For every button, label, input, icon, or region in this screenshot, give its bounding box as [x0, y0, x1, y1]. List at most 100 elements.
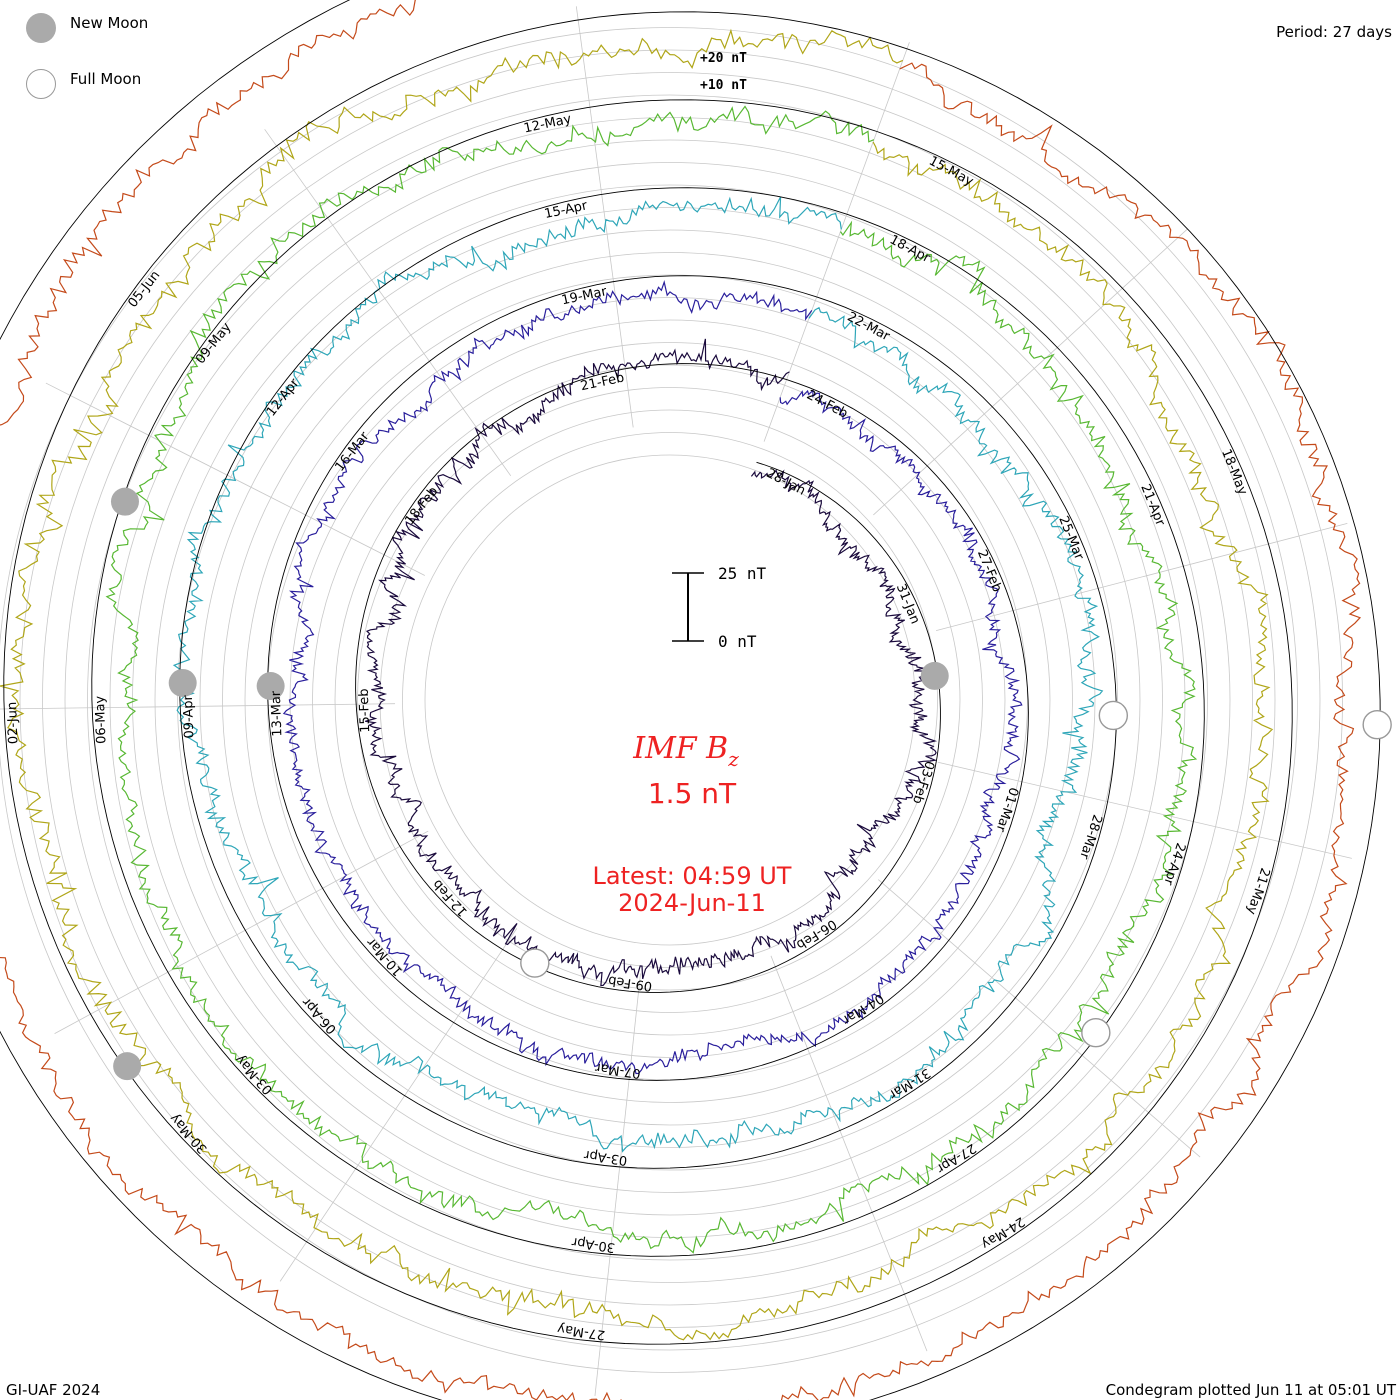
date-label: 24-Feb: [804, 388, 850, 422]
series-line: [172, 196, 1104, 1153]
new-moon-marker: [168, 668, 197, 697]
spokes-layer: [0, 6, 1352, 1397]
date-label: 12-Feb: [430, 876, 471, 919]
footer-credit: GI-UAF 2024: [6, 1381, 101, 1399]
baseline-spiral: [355, 363, 941, 993]
ring-label-plus20: +20 nT: [700, 51, 747, 66]
date-label: 06-Apr: [299, 994, 340, 1037]
grid-spoke: [873, 228, 1188, 516]
date-label: 22-Mar: [845, 310, 893, 345]
date-label: 28-Mar: [1076, 813, 1105, 862]
date-label: 24-Apr: [1160, 841, 1188, 888]
grid-circle: [19, 49, 1321, 1351]
grid-circle: [64, 94, 1276, 1306]
date-label: 30-Apr: [570, 1234, 616, 1255]
grid-circle: [312, 342, 1028, 1058]
full-moon-marker: [520, 948, 550, 978]
grid-circle: [379, 409, 961, 991]
center-title-sub: z: [727, 747, 739, 771]
grid-circle: [0, 27, 1343, 1373]
grid-circle: [222, 252, 1118, 1148]
date-label: 09-May: [193, 320, 235, 367]
date-label: 06-May: [93, 695, 110, 744]
scale-top-label: 25 nT: [718, 564, 767, 583]
date-label: 27-May: [556, 1321, 606, 1343]
grid-spoke: [763, 42, 910, 442]
grid-spoke: [575, 6, 634, 428]
grid-spoke: [878, 879, 1201, 1158]
date-label: 21-Feb: [579, 370, 625, 394]
new-moon-marker: [256, 672, 285, 701]
center-title-main: IMF B: [632, 731, 728, 766]
series-line: [0, 0, 1362, 1400]
new-moon-legend-icon: [26, 13, 56, 43]
date-label: 07-Mar: [594, 1059, 642, 1080]
date-label: 31-Jan: [893, 582, 923, 627]
grid-circle: [244, 274, 1096, 1126]
center-title: IMF Bz: [632, 731, 739, 771]
date-label: 02-Jun: [5, 702, 21, 745]
grid-spoke: [594, 973, 641, 1397]
grid-circle: [267, 297, 1073, 1103]
baseline-spiral: [91, 99, 1205, 1257]
full-moon-marker: [1098, 700, 1129, 731]
full-moon-marker: [1081, 1018, 1111, 1048]
grid-circle: [177, 207, 1163, 1193]
grid-spoke: [0, 703, 396, 710]
new-moon-marker: [110, 487, 139, 516]
date-label: 27-Feb: [974, 548, 1004, 595]
center-value: 1.5 nT: [648, 777, 737, 810]
new-moon-marker: [920, 661, 949, 690]
grid-circle: [132, 162, 1208, 1238]
date-label: 04-Mar: [839, 990, 886, 1027]
date-label: 13-Mar: [269, 690, 286, 737]
grid-layer: [0, 27, 1343, 1373]
date-label: 28-Jan: [764, 466, 808, 499]
grid-spoke: [279, 928, 518, 1282]
date-label: 15-May: [926, 154, 976, 190]
period-label: Period: 27 days: [1276, 23, 1392, 41]
scale-bottom-label: 0 nT: [718, 632, 757, 651]
series-line: [365, 338, 938, 987]
series-line: [105, 105, 1198, 1254]
baseline-spiral: [267, 275, 1029, 1081]
baseline-spiral: [3, 11, 1293, 1345]
series-line: [0, 28, 1274, 1341]
grid-spoke: [54, 830, 429, 1034]
full-moon-legend-label: Full Moon: [70, 70, 142, 88]
moon-layer: [110, 487, 1392, 1081]
grid-circle: [42, 72, 1298, 1328]
grid-spoke: [264, 129, 512, 477]
date-label: 09-Apr: [181, 694, 198, 739]
date-label: 21-Apr: [1137, 482, 1167, 529]
grid-spoke: [770, 955, 928, 1352]
grid-circle: [334, 364, 1006, 1036]
latest-time: Latest: 04:59 UT: [593, 862, 792, 890]
full-moon-marker: [1362, 709, 1392, 740]
date-label: 27-Apr: [933, 1140, 978, 1176]
grid-circle: [87, 117, 1253, 1283]
date-label: 15-Feb: [357, 688, 374, 733]
date-label: 01-Mar: [992, 785, 1021, 834]
date-label: 03-Apr: [583, 1147, 629, 1168]
footer-plotted: Condegram plotted Jun 11 at 05:01 UT: [1105, 1381, 1396, 1399]
date-label: 18-May: [1218, 447, 1250, 498]
grid-circle: [109, 139, 1231, 1261]
grid-spoke: [937, 761, 1352, 859]
baseline-spiral: [179, 187, 1117, 1169]
series-line: [282, 280, 1023, 1075]
date-label: 30-May: [167, 1110, 211, 1156]
ring-label-plus10: +10 nT: [700, 78, 747, 93]
grid-circle: [357, 387, 983, 1013]
date-label: 09-Feb: [607, 972, 653, 993]
date-label: 24-May: [978, 1213, 1027, 1251]
date-label: 12-Apr: [264, 375, 303, 419]
date-label: 31-Mar: [886, 1065, 933, 1102]
scale-bar: 25 nT 0 nT: [672, 564, 767, 651]
date-label: 16-Mar: [332, 429, 372, 475]
date-label: 12-May: [523, 112, 573, 137]
grid-spoke: [936, 522, 1348, 631]
